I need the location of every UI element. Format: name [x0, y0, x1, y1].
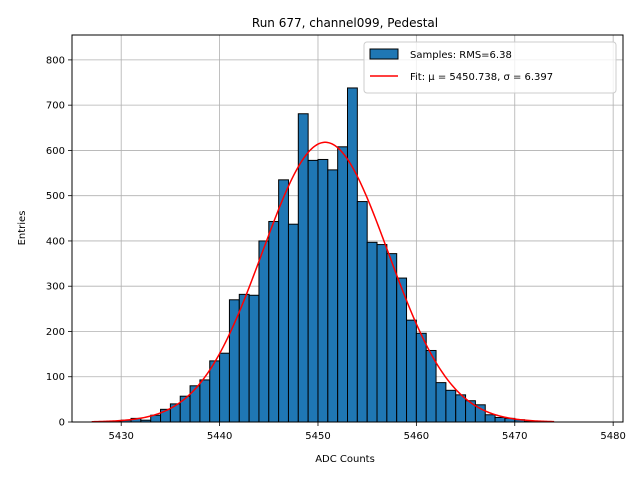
histogram-bar	[356, 201, 368, 423]
y-axis-ticks: 0 100 200 300 400 500 600 700 800	[46, 55, 72, 429]
fit-curve	[91, 141, 555, 423]
x-tick-label: 5440	[207, 431, 232, 442]
histogram-bar	[337, 146, 348, 423]
histogram-bar	[445, 389, 457, 423]
legend-samples-swatch	[369, 48, 399, 60]
x-tick-label: 5470	[502, 431, 527, 442]
histogram-bar	[327, 169, 339, 423]
histogram-bar	[415, 332, 427, 423]
histogram-bar	[396, 277, 408, 423]
plot-frame	[71, 34, 624, 423]
legend-fit-label: Fit: μ = 5450.738, σ = 6.397	[410, 72, 553, 83]
y-tick-label: 0	[59, 418, 65, 429]
histogram-bar	[248, 294, 260, 423]
histogram-bar	[366, 241, 378, 423]
histogram-bar	[406, 319, 417, 423]
y-tick-label: 500	[46, 191, 65, 202]
histogram-bar	[435, 382, 447, 423]
y-tick-label: 800	[46, 55, 65, 66]
histogram-bar	[455, 394, 467, 423]
histogram-bar	[228, 299, 240, 423]
histogram-bar	[219, 352, 230, 423]
x-tick-label: 5480	[600, 431, 625, 442]
histogram-bar	[376, 244, 388, 423]
legend-samples-label: Samples: RMS=6.38	[410, 50, 512, 61]
histogram-bar	[465, 400, 476, 423]
histogram-bar	[494, 416, 506, 423]
legend: Samples: RMS=6.38 Fit: μ = 5450.738, σ =…	[363, 41, 617, 94]
fit-curve-group	[91, 141, 555, 423]
histogram-bar	[386, 253, 398, 423]
y-tick-label: 700	[46, 101, 65, 112]
histogram-bar	[258, 240, 270, 423]
histogram-bar	[268, 220, 280, 423]
histogram-bar	[347, 87, 358, 423]
histogram-bar	[484, 414, 496, 423]
histogram-bar	[317, 158, 329, 423]
histogram-bar	[209, 360, 221, 423]
histogram-bar	[199, 379, 211, 423]
y-axis-label: Entries	[17, 211, 28, 246]
y-tick-label: 400	[46, 236, 65, 247]
y-tick-label: 300	[46, 282, 65, 293]
x-tick-label: 5430	[108, 431, 133, 442]
histogram-bar	[278, 179, 289, 423]
histogram-bar	[179, 395, 191, 423]
x-axis-ticks: 5430 5440 5450 5460 5470 5480	[108, 422, 626, 442]
chart-title: Run 677, channel099, Pedestal	[252, 16, 438, 30]
y-tick-label: 100	[46, 372, 65, 383]
histogram-bars	[110, 87, 545, 423]
histogram-bar	[287, 223, 299, 423]
histogram-bar	[169, 403, 181, 423]
histogram-bar	[238, 293, 250, 423]
x-axis-label: ADC Counts	[315, 454, 375, 465]
histogram-bar	[307, 159, 319, 423]
histogram-bar	[189, 385, 201, 423]
legend-box	[363, 41, 617, 94]
y-tick-label: 200	[46, 327, 65, 338]
y-tick-label: 600	[46, 146, 65, 157]
x-tick-label: 5450	[305, 431, 330, 442]
x-tick-label: 5460	[404, 431, 429, 442]
